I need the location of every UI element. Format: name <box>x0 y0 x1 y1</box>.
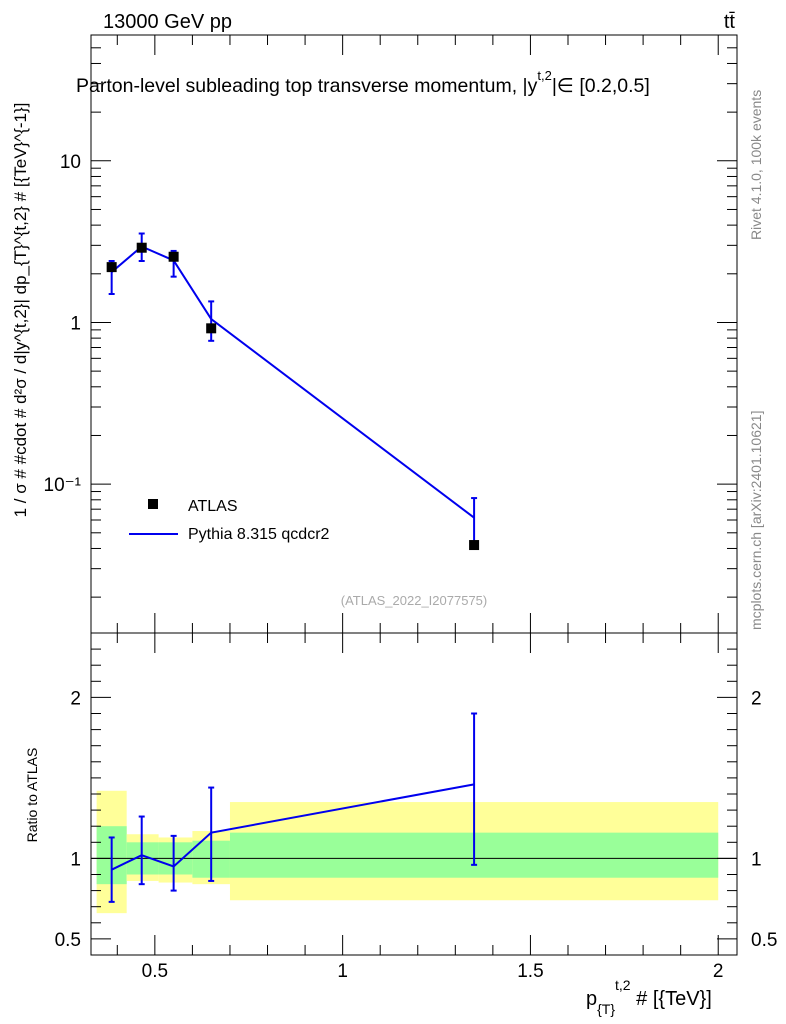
main-data-point <box>206 323 217 334</box>
ratio-y-tick-label-right: 1 <box>751 849 762 870</box>
ratio-y-tick-label: 2 <box>70 688 81 709</box>
legend: ATLAS Pythia 8.315 qcdcr2 <box>129 498 330 543</box>
ratio-y-tick-label-right: 0.5 <box>751 930 777 951</box>
x-tick-label: 1 <box>337 961 348 982</box>
main-y-tick-label: 1 <box>70 313 81 334</box>
main-data-point <box>168 251 179 262</box>
header-right: tt̄ <box>724 11 736 33</box>
x-axis-ticks: 0.5 1 1.5 2 <box>116 35 724 982</box>
ratio-y-tick-label: 0.5 <box>55 930 81 951</box>
x-axis-label-sub: {T} <box>597 1001 615 1017</box>
main-axis-ticks: 10⁻¹ 1 10 <box>44 34 737 598</box>
x-axis-label-tail: # [{TeV}] <box>631 988 712 1010</box>
analysis-watermark: (ATLAS_2022_I2077575) <box>341 593 487 608</box>
y-axis-label-main: 1 / σ # #cdot # d²σ / d|y^{t,2}| dp_{T}^… <box>11 103 30 518</box>
main-mc-series <box>108 232 478 547</box>
main-data-point <box>469 540 480 551</box>
plot-title-tail: |∈ [0.2,0.5] <box>552 75 650 97</box>
ratio-mc-series <box>108 712 478 903</box>
x-axis-label: p{T}t,2 # [{TeV}] <box>586 977 712 1017</box>
plot-title-main: Parton-level subleading top transverse m… <box>76 75 538 97</box>
y-axis-label-ratio: Ratio to ATLAS <box>24 748 40 843</box>
main-data-series <box>106 242 480 551</box>
legend-data-label: ATLAS <box>188 498 238 515</box>
main-data-point <box>106 262 117 273</box>
main-mc-line <box>111 245 475 519</box>
plot-title-sup: t,2 <box>537 68 551 83</box>
x-axis-label-sup: t,2 <box>615 977 631 993</box>
x-tick-label: 2 <box>713 961 724 982</box>
header-left: 13000 GeV pp <box>103 11 232 33</box>
x-tick-label: 0.5 <box>142 961 168 982</box>
main-data-point <box>136 242 147 253</box>
x-tick-label: 1.5 <box>517 961 543 982</box>
main-panel-frame <box>90 34 738 634</box>
legend-data-marker <box>148 499 158 509</box>
mcplots-label: mcplots.cern.ch [arXiv:2401.10621] <box>748 411 764 630</box>
main-y-tick-label: 10 <box>60 152 81 173</box>
ratio-axis-ticks: 0.5 0.5 1 1 2 2 <box>55 648 777 956</box>
main-y-tick-label: 10⁻¹ <box>44 475 82 496</box>
legend-mc-label: Pythia 8.315 qcdcr2 <box>188 526 330 543</box>
ratio-y-tick-label-right: 2 <box>751 688 762 709</box>
ratio-panel-frame <box>90 632 738 956</box>
rivet-version-label: Rivet 4.1.0, 100k events <box>748 90 764 240</box>
x-axis-label-p: p <box>586 988 597 1010</box>
ratio-y-tick-label: 1 <box>70 849 81 870</box>
plot-title: Parton-level subleading top transverse m… <box>76 68 650 97</box>
